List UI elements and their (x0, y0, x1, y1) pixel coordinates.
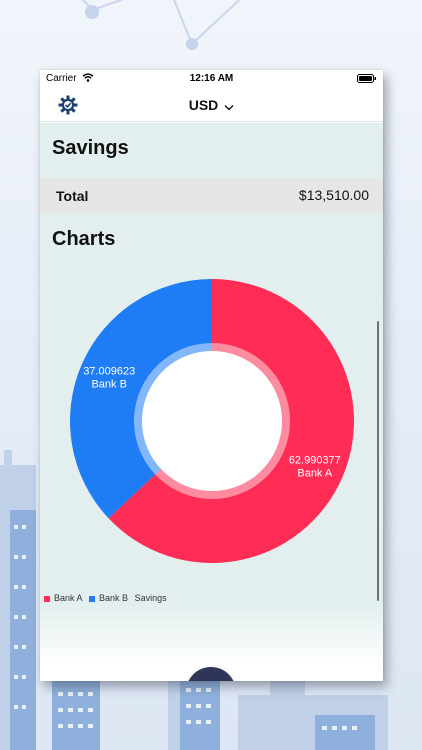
background-city-illustration (0, 450, 388, 750)
slice-label-bank-b: Bank B (91, 379, 126, 391)
total-row: Total $13,510.00 (40, 178, 383, 213)
carrier-label: Carrier (46, 73, 77, 84)
savings-heading: Savings (52, 137, 129, 159)
legend-item-bank-a: Bank A (44, 593, 83, 603)
donut-inner-ring-bank-b (134, 343, 212, 475)
app-screen: Carrier 12:16 AM (40, 70, 383, 681)
battery-icon (357, 74, 377, 86)
total-label: Total (56, 188, 89, 204)
chart-legend: Bank A Bank B Savings (44, 593, 167, 603)
wifi-icon (82, 73, 94, 85)
background-network-graphic (82, 0, 241, 50)
legend-swatch-bank-b (89, 595, 96, 602)
add-button[interactable] (186, 667, 236, 681)
donut-slice-bank-b[interactable] (70, 279, 212, 519)
legend-title: Savings (134, 593, 167, 603)
donut-hole (142, 351, 282, 491)
charts-heading: Charts (52, 228, 116, 250)
legend-label-bank-b: Bank B (99, 593, 129, 603)
legend-swatch-bank-a (44, 595, 50, 602)
donut-slice-bank-a[interactable] (108, 279, 354, 563)
main-content: Savings Total $13,510.00 Charts 62.99037… (40, 123, 383, 681)
currency-label: USD (188, 97, 219, 113)
gear-icon[interactable] (57, 94, 79, 116)
legend-item-bank-b: Bank B (89, 593, 128, 603)
donut-inner-ring-bank-a (155, 343, 290, 499)
scrollbar[interactable] (377, 321, 379, 601)
data-label-bank-b: 37.009623 (83, 366, 135, 378)
chevron-down-icon (224, 98, 234, 114)
data-label-bank-a: 62.990377 (289, 454, 341, 466)
total-value: $13,510.00 (298, 187, 369, 203)
status-bar: Carrier 12:16 AM (40, 70, 383, 88)
status-time: 12:16 AM (189, 73, 234, 84)
navigation-bar: USD (40, 88, 383, 122)
slice-label-bank-a: Bank A (297, 467, 333, 479)
legend-label-bank-a: Bank A (54, 593, 83, 603)
currency-selector[interactable]: USD (40, 97, 383, 114)
